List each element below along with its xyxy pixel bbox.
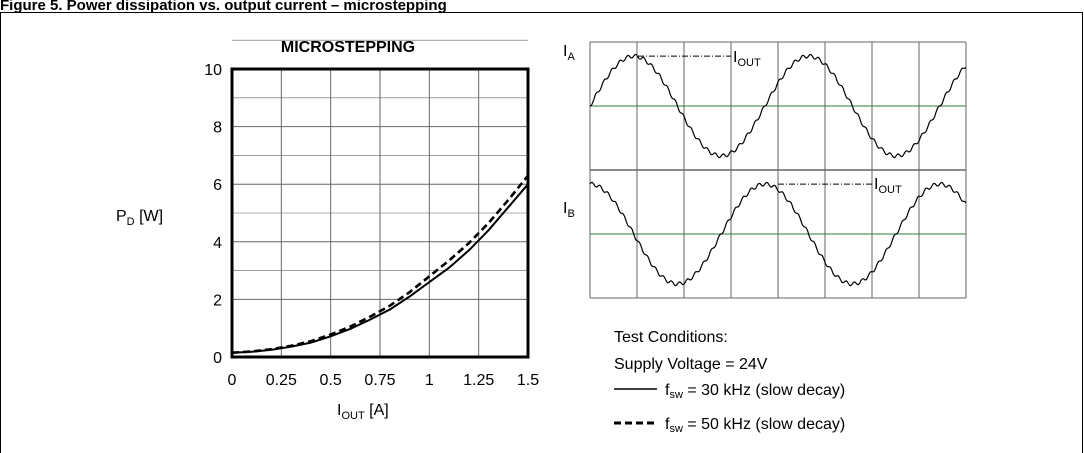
power-y-tick-label: 0 — [213, 350, 222, 367]
power-dissipation-chart: 0 0.25 0.5 0.75 1 1.25 1.5 0 2 4 6 8 10 MICROSTEPPI… — [116, 39, 539, 422]
power-chart-x-label: IOUT [A] — [337, 402, 389, 422]
power-x-tick-label: 0.75 — [364, 372, 395, 389]
power-chart-y-ticks: 0 2 4 6 8 10 — [204, 62, 222, 367]
iout-label-a: IOUT — [733, 49, 761, 69]
iout-label-b: IOUT — [874, 176, 902, 196]
waveform-grid — [589, 41, 967, 299]
power-chart-plot-frame — [230, 67, 530, 359]
figure-heading: Figure 5. Power dissipation vs. output c… — [0, 0, 447, 13]
phase-current-waveforms: IA IB IOUT IOUT — [563, 41, 967, 299]
power-chart-grid — [231, 39, 529, 358]
power-y-tick-label: 2 — [213, 292, 222, 309]
power-x-tick-label: 0 — [228, 372, 237, 389]
power-x-tick-label: 1.5 — [517, 372, 539, 389]
phase-a-label: IA — [563, 43, 575, 63]
power-y-tick-label: 8 — [213, 120, 222, 137]
power-chart-x-ticks: 0 0.25 0.5 0.75 1 1.25 1.5 — [228, 372, 540, 389]
power-chart-y-label: PD [W] — [116, 208, 163, 228]
legend-entry-dashed: fsw = 50 kHz (slow decay) — [665, 416, 845, 435]
waveform-phase_a — [589, 53, 967, 159]
legend-supply-voltage: Supply Voltage = 24V — [614, 356, 768, 373]
legend-test-conditions: Test Conditions: — [614, 329, 728, 346]
power-chart-series — [231, 174, 530, 354]
power-series-dashed — [231, 174, 530, 354]
phase-b-label: IB — [563, 200, 575, 220]
figure-frame — [0, 12, 1083, 453]
power-x-tick-label: 1 — [425, 372, 434, 389]
waveform-phase_b — [589, 181, 967, 287]
waveform-series — [589, 53, 967, 287]
test-conditions-legend: Test Conditions: Supply Voltage = 24V fs… — [614, 329, 845, 435]
power-x-tick-label: 0.5 — [320, 372, 342, 389]
power-chart-title: MICROSTEPPING — [281, 39, 415, 56]
power-y-tick-label: 6 — [213, 177, 222, 194]
legend-entry-solid: fsw = 30 kHz (slow decay) — [665, 382, 845, 401]
power-y-tick-label: 4 — [213, 235, 222, 252]
power-x-tick-label: 0.25 — [266, 372, 297, 389]
power-x-tick-label: 1.25 — [463, 372, 494, 389]
power-y-tick-label: 10 — [204, 62, 222, 79]
